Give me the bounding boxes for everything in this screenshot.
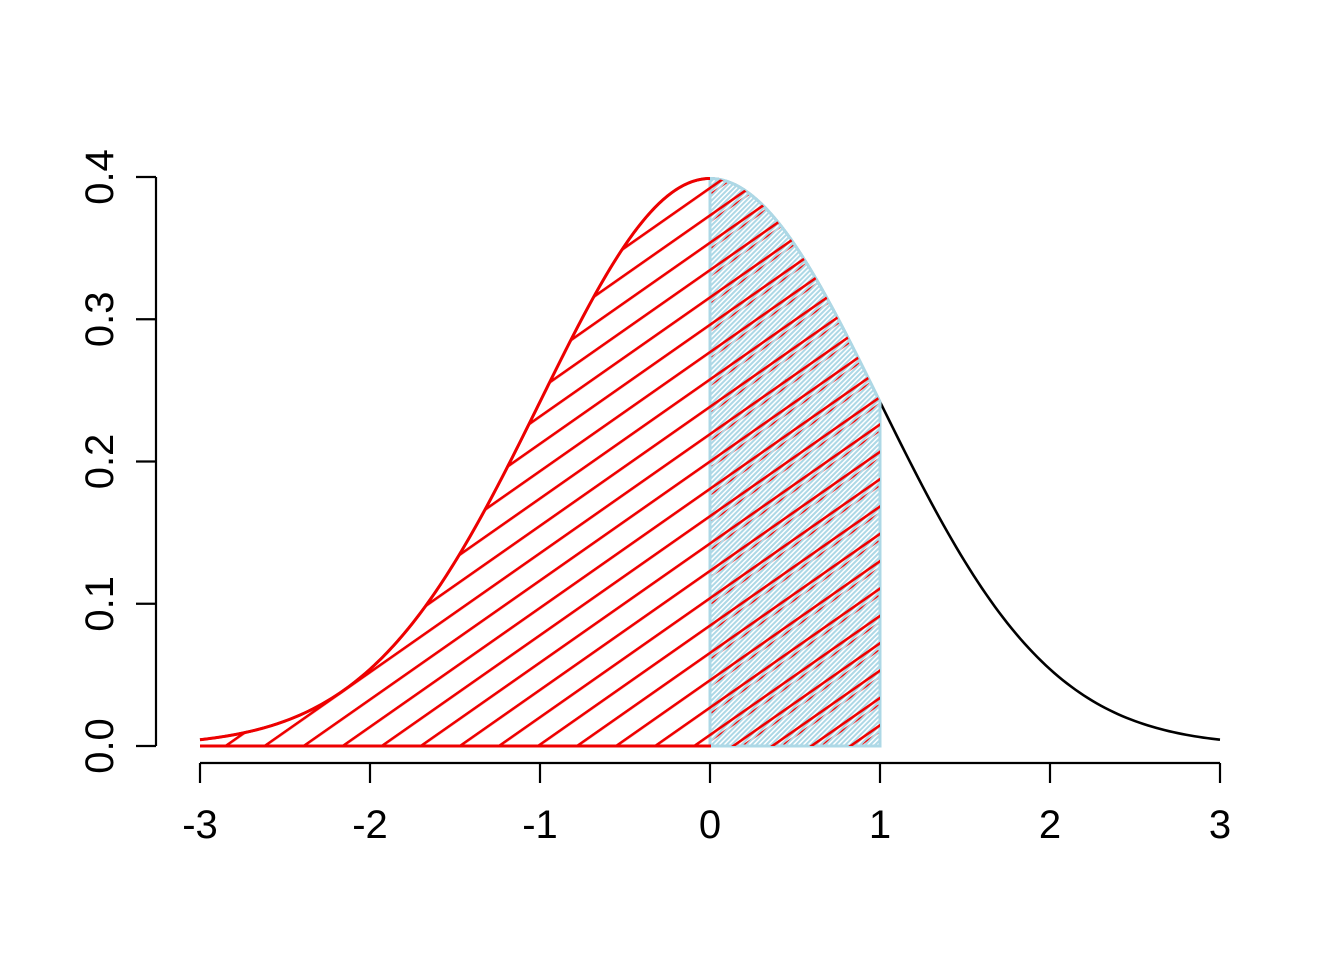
x-axis-tick-label: 1 <box>869 803 891 847</box>
y-axis-tick-label: 0.2 <box>78 434 122 490</box>
blue-region-border <box>708 176 882 748</box>
x-axis-tick-label: -3 <box>182 803 218 847</box>
red-region-border <box>199 177 711 748</box>
x-axis-tick-label: -2 <box>352 803 388 847</box>
x-axis: -3 -2 -1 0 1 2 3 <box>182 761 1231 847</box>
red-region-hatch <box>200 178 880 746</box>
x-axis-tick-label: 3 <box>1209 803 1231 847</box>
y-axis-tick-label: 0.3 <box>78 291 122 347</box>
x-axis-tick-label: 2 <box>1039 803 1061 847</box>
x-axis-tick-label: 0 <box>699 803 721 847</box>
x-axis-tick-label: -1 <box>522 803 558 847</box>
red-region <box>200 178 880 746</box>
y-axis-tick-label: 0.0 <box>78 718 122 774</box>
y-axis-tick-label: 0.4 <box>78 149 122 205</box>
y-axis-tick-label: 0.1 <box>78 576 122 632</box>
y-axis: 0.0 0.1 0.2 0.3 0.4 <box>78 149 158 774</box>
